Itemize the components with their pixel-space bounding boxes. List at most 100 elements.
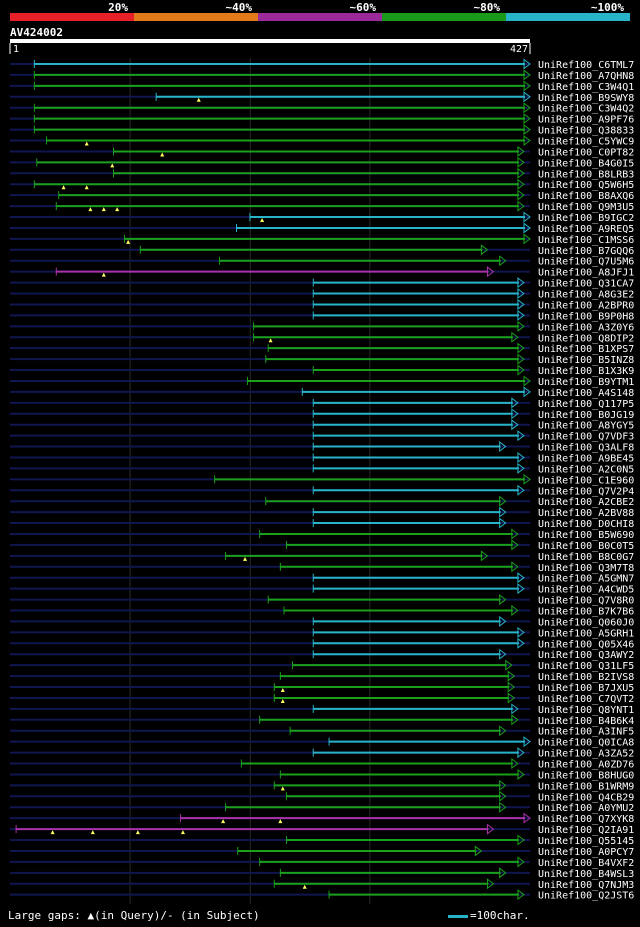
hit-end-arrow xyxy=(517,768,525,780)
hit-end-arrow xyxy=(517,156,525,168)
hit-end-arrow xyxy=(499,517,507,529)
gap-marker xyxy=(126,239,131,244)
hit-end-arrow xyxy=(474,845,483,857)
hit-label: UniRef100_B7K7B6 xyxy=(538,607,634,618)
gap-marker xyxy=(180,830,185,835)
hit-row: UniRef100_C7QVT2 xyxy=(10,692,634,705)
hit-end-arrow xyxy=(517,626,525,638)
hit-label: UniRef100_A5GMN7 xyxy=(538,574,634,585)
hit-label: UniRef100_Q3ALF8 xyxy=(538,443,634,454)
hit-label: UniRef100_B9YTM1 xyxy=(538,377,634,388)
hit-end-arrow xyxy=(517,747,525,759)
hit-end-arrow xyxy=(523,233,531,245)
hit-end-arrow xyxy=(511,397,519,409)
hit-label: UniRef100_C5YWC9 xyxy=(538,137,634,148)
hit-label: UniRef100_A4CWD5 xyxy=(538,585,634,596)
hit-label: UniRef100_A8YGY5 xyxy=(538,421,634,432)
hit-label: UniRef100_A0YMU2 xyxy=(538,803,634,814)
hit-row: UniRef100_B8C0G7 xyxy=(10,550,634,563)
hit-row: UniRef100_B7K7B6 xyxy=(10,605,634,618)
hit-row: UniRef100_C1MSS6 xyxy=(10,233,634,246)
hit-row: UniRef100_B2IVS8 xyxy=(10,670,634,683)
hit-label: UniRef100_D0CHI8 xyxy=(538,519,634,530)
hit-end-arrow xyxy=(523,91,531,103)
hit-row: UniRef100_Q05X46 xyxy=(10,637,634,650)
hit-end-arrow xyxy=(517,178,525,190)
hit-end-arrow xyxy=(523,473,531,485)
gap-marker xyxy=(84,185,89,190)
hit-label: UniRef100_Q3AWY2 xyxy=(538,650,634,661)
hit-end-arrow xyxy=(517,145,525,157)
hit-end-arrow xyxy=(517,462,525,474)
hit-label: UniRef100_Q8DIP2 xyxy=(538,333,634,344)
hit-label: UniRef100_A9BE45 xyxy=(538,453,634,464)
hit-end-arrow xyxy=(499,615,507,627)
legend-label: 20% xyxy=(108,1,128,14)
hit-end-arrow xyxy=(517,309,525,321)
hit-end-arrow xyxy=(523,222,531,234)
hit-end-arrow xyxy=(499,255,507,267)
hit-row: UniRef100_B4VXF2 xyxy=(10,856,634,869)
hit-label: UniRef100_C6TML7 xyxy=(538,60,634,71)
hit-label: UniRef100_Q117P5 xyxy=(538,399,634,410)
hit-row: UniRef100_A7QHN8 xyxy=(10,69,634,82)
hit-end-arrow xyxy=(499,594,507,606)
hit-end-arrow xyxy=(511,561,519,573)
hit-end-arrow xyxy=(499,506,507,518)
hit-row: UniRef100_B8LRB3 xyxy=(10,167,634,180)
hit-row: UniRef100_A2C0N5 xyxy=(10,462,634,475)
ruler-start-label: 1 xyxy=(13,44,19,55)
hit-label: UniRef100_Q9M3U5 xyxy=(538,202,634,213)
hit-end-arrow xyxy=(523,124,531,136)
hit-row: UniRef100_Q7NJM3 xyxy=(10,878,634,891)
hit-end-arrow xyxy=(523,58,531,70)
hit-row: UniRef100_D0CHI8 xyxy=(10,517,634,530)
hit-label: UniRef100_Q2IA91 xyxy=(538,825,634,836)
hit-label: UniRef100_A3ZA52 xyxy=(538,749,634,760)
hit-label: UniRef100_A0PCY7 xyxy=(538,847,634,858)
hit-label: UniRef100_C0PT82 xyxy=(538,147,634,158)
hit-label: UniRef100_Q7V2P4 xyxy=(538,486,634,497)
hit-row: UniRef100_C0PT82 xyxy=(10,145,634,158)
gap-marker xyxy=(115,207,120,212)
hit-label: UniRef100_Q31LF5 xyxy=(538,661,634,672)
hit-end-arrow xyxy=(511,605,519,616)
hit-row: UniRef100_Q3AWY2 xyxy=(10,648,634,661)
hit-row: UniRef100_B0C0T5 xyxy=(10,539,634,552)
hit-label: UniRef100_A2BPR0 xyxy=(538,300,634,311)
hit-row: UniRef100_A2BV88 xyxy=(10,506,634,519)
identity-legend-labels: 20% ~40% ~60% ~80% ~100% xyxy=(108,1,624,14)
hit-end-arrow xyxy=(511,528,519,540)
hit-row: UniRef100_Q7VDF3 xyxy=(10,430,634,443)
hit-end-arrow xyxy=(499,867,507,879)
hit-end-arrow xyxy=(517,298,525,310)
hit-label: UniRef100_Q7V8R0 xyxy=(538,596,634,607)
hit-end-arrow xyxy=(499,725,507,737)
hit-label: UniRef100_A3INF5 xyxy=(538,727,634,738)
gap-marker xyxy=(221,819,226,824)
hit-end-arrow xyxy=(511,714,519,726)
hit-row: UniRef100_B9P0H8 xyxy=(10,309,634,322)
hit-row: UniRef100_A4S148 xyxy=(10,386,634,399)
hit-end-arrow xyxy=(523,211,531,223)
hit-row: UniRef100_Q31CA7 xyxy=(10,277,634,290)
hit-row: UniRef100_B4B6K4 xyxy=(10,714,634,727)
hit-row: UniRef100_Q5W6H5 xyxy=(10,178,634,191)
hit-end-arrow xyxy=(517,288,525,300)
hit-row: UniRef100_A2CBE2 xyxy=(10,495,634,508)
hit-label: UniRef100_Q7VDF3 xyxy=(538,432,634,443)
hit-end-arrow xyxy=(523,375,531,387)
legend-segment xyxy=(382,13,506,21)
hit-row: UniRef100_Q38833 xyxy=(10,124,634,137)
hit-label: UniRef100_B4G0I5 xyxy=(538,158,634,169)
hit-row: UniRef100_B5INZ8 xyxy=(10,353,634,366)
hit-end-arrow xyxy=(507,692,516,704)
hit-label: UniRef100_B0C0T5 xyxy=(538,541,634,552)
query-id-label: AV424002 xyxy=(10,26,63,39)
hit-row: UniRef100_A3Z0Y6 xyxy=(10,320,634,333)
hit-row: UniRef100_C5YWC9 xyxy=(10,135,634,148)
hit-row: UniRef100_A0ZD76 xyxy=(10,758,634,771)
hit-end-arrow xyxy=(517,637,525,649)
gap-marker xyxy=(302,884,307,889)
hit-row: UniRef100_Q7V8R0 xyxy=(10,594,634,607)
